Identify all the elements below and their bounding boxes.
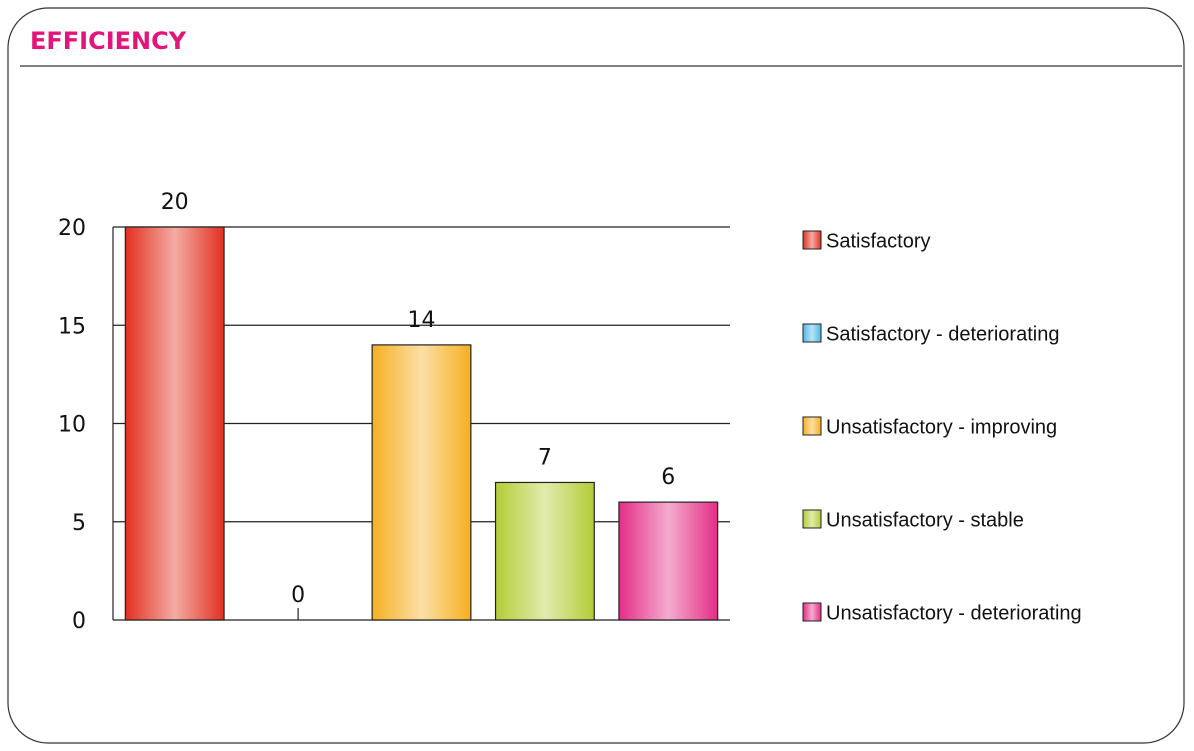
value-label: 6 <box>661 465 675 490</box>
bar <box>618 501 719 621</box>
y-tick-label: 10 <box>58 413 86 438</box>
chart-title: EFFICIENCY <box>30 27 187 55</box>
y-tick-label: 0 <box>72 609 86 634</box>
value-label: 0 <box>291 583 305 608</box>
bar <box>371 344 472 621</box>
y-tick-label: 20 <box>58 216 86 241</box>
legend-label: Unsatisfactory - improving <box>826 416 1057 438</box>
bar <box>494 481 595 621</box>
value-label: 7 <box>538 445 552 470</box>
value-label: 20 <box>161 190 189 215</box>
y-tick-label: 15 <box>58 314 86 339</box>
legend-swatch <box>802 323 822 343</box>
y-tick-label: 5 <box>72 511 86 536</box>
value-label: 14 <box>408 308 436 333</box>
legend-swatch <box>802 416 822 436</box>
legend-label: Satisfactory <box>826 230 930 252</box>
legend-label: Unsatisfactory - deteriorating <box>826 602 1082 624</box>
bar <box>124 226 225 621</box>
legend-label: Unsatisfactory - stable <box>826 509 1024 531</box>
legend-swatch <box>802 230 822 250</box>
legend-label: Satisfactory - deteriorating <box>826 323 1059 345</box>
legend-swatch <box>802 509 822 529</box>
card-border <box>7 7 1185 744</box>
legend-swatch <box>802 602 822 622</box>
